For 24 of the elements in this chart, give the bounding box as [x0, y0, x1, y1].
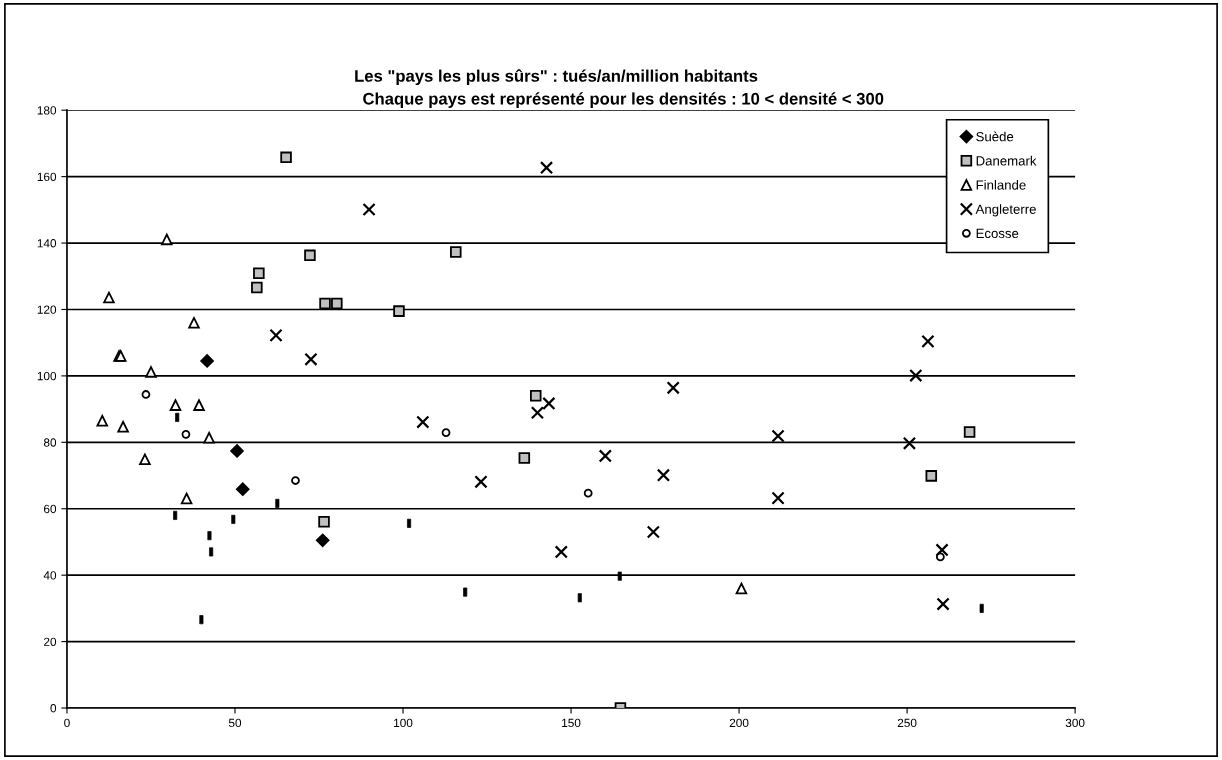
x-tick-label: 50 — [228, 718, 242, 728]
y-tick-label: 120 — [37, 305, 57, 314]
legend-label: Angleterre — [975, 204, 1036, 217]
y-tick-label: 100 — [37, 371, 57, 381]
y-tick-label: 180 — [37, 106, 57, 115]
y-tick-label: 160 — [37, 172, 57, 182]
y-tick-label: 140 — [37, 239, 57, 248]
y-tick-label: 40 — [43, 571, 57, 580]
x-tick-label: 0 — [64, 718, 70, 728]
chart-title: Les "pays les plus sûrs" : tués/an/million habitants — [355, 69, 758, 86]
chart-subtitle: Chaque pays est représenté pour les densités : 10 < densité < 300 — [363, 92, 884, 108]
y-tick-label: 0 — [50, 704, 57, 713]
legend-label: Danemark — [976, 155, 1037, 166]
y-tick-label: 20 — [44, 637, 57, 646]
x-tick-label: 100 — [394, 718, 413, 728]
legend-label: Finlande — [976, 180, 1026, 190]
y-tick-label: 80 — [43, 438, 57, 447]
legend-label: Suède — [976, 131, 1014, 142]
y-tick-label: 60 — [44, 504, 57, 514]
x-tick-label: 200 — [729, 718, 749, 728]
x-tick-label: 300 — [1065, 718, 1085, 728]
legend-label: Ecosse — [976, 228, 1019, 239]
x-tick-label: 150 — [562, 718, 581, 728]
x-tick-label: 250 — [897, 718, 917, 728]
